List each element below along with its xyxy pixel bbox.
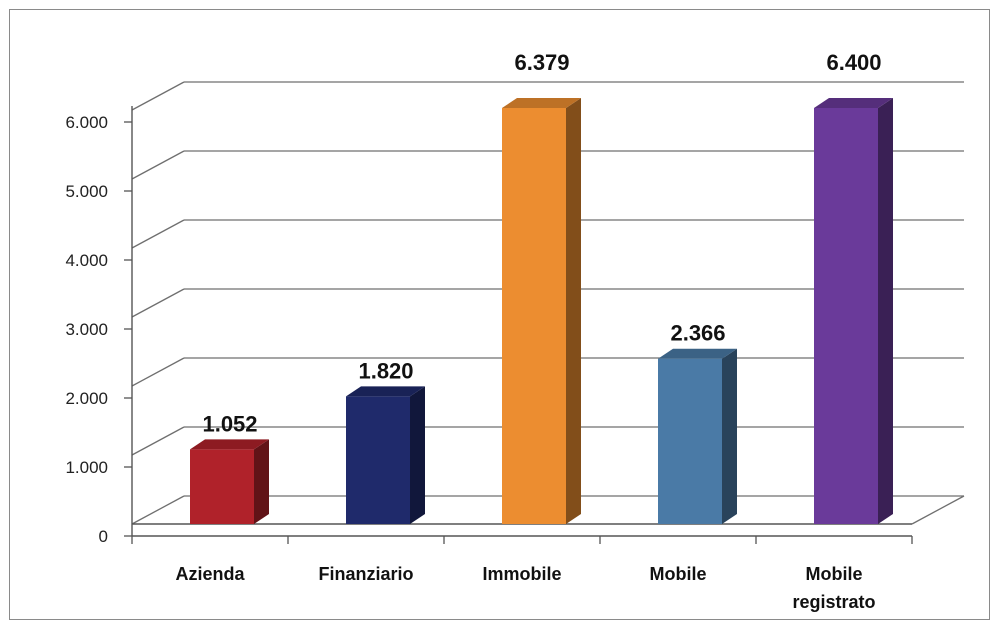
x-tick-label: Azienda bbox=[175, 564, 245, 584]
bar-side bbox=[254, 439, 269, 524]
bar-top bbox=[814, 98, 893, 108]
bars bbox=[190, 98, 893, 524]
y-tick-label: 0 bbox=[99, 527, 108, 546]
x-tick-label: Finanziario bbox=[318, 564, 413, 584]
bar-side bbox=[410, 386, 425, 524]
x-tick-label: Immobile bbox=[482, 564, 561, 584]
data-label: 2.366 bbox=[670, 321, 725, 346]
gridline-depth bbox=[131, 495, 185, 525]
bar-side bbox=[878, 98, 893, 524]
gridline-depth bbox=[131, 426, 185, 456]
bar bbox=[190, 449, 254, 524]
bar bbox=[658, 358, 722, 524]
y-tick-label: 2.000 bbox=[65, 389, 108, 408]
x-tick-label: registrato bbox=[792, 592, 875, 612]
y-tick-label: 3.000 bbox=[65, 320, 108, 339]
floor-side-edge bbox=[911, 495, 965, 525]
y-tick-label: 4.000 bbox=[65, 251, 108, 270]
bar-side bbox=[722, 348, 737, 524]
y-tick-label: 1.000 bbox=[65, 458, 108, 477]
bar-top bbox=[190, 439, 269, 450]
bar-top bbox=[346, 386, 425, 397]
labels: 0 1.000 2.000 3.000 4.000 5.000 6.000 1.052 Azie… bbox=[65, 50, 881, 612]
data-label: 6.379 bbox=[514, 50, 569, 75]
bar bbox=[814, 108, 878, 524]
gridline-depth bbox=[131, 150, 185, 180]
data-label: 6.400 bbox=[826, 50, 881, 75]
x-tick-label: Mobile bbox=[806, 564, 863, 584]
bar bbox=[346, 396, 410, 524]
gridline-depth bbox=[131, 288, 185, 318]
y-tick-label: 6.000 bbox=[65, 113, 108, 132]
bar bbox=[502, 108, 566, 524]
bar-top bbox=[502, 98, 581, 108]
gridline-depth bbox=[131, 219, 185, 249]
x-tick-label: Mobile bbox=[650, 564, 707, 584]
data-label: 1.820 bbox=[358, 358, 413, 383]
y-tick-label: 5.000 bbox=[65, 182, 108, 201]
gridline-depth bbox=[131, 81, 185, 111]
bar-side bbox=[566, 98, 581, 524]
bar-top bbox=[658, 348, 737, 359]
data-label: 1.052 bbox=[202, 411, 257, 436]
gridline-depth bbox=[131, 357, 185, 387]
